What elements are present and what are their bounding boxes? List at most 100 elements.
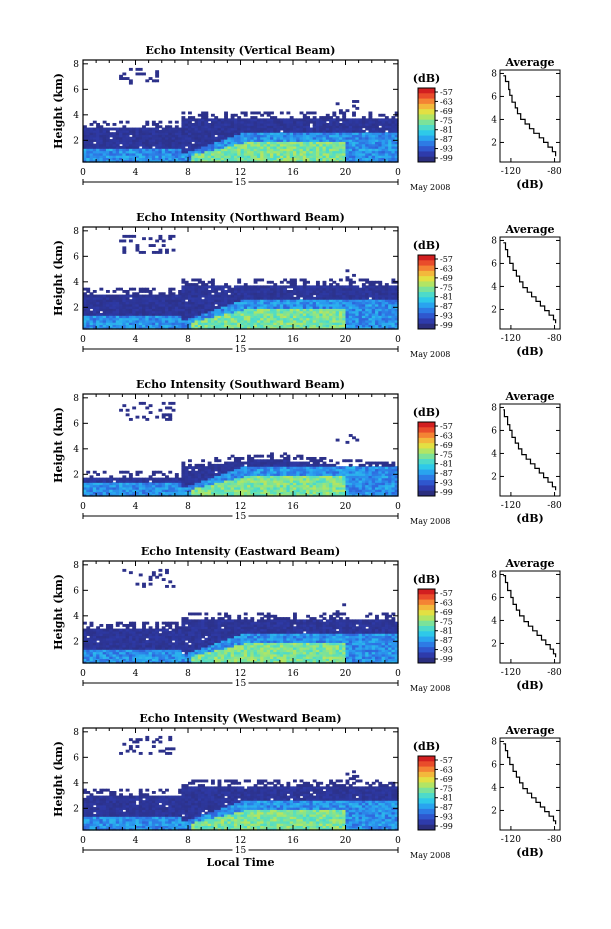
echo-cell <box>296 150 301 154</box>
echo-cell <box>299 136 304 140</box>
echo-cell <box>276 152 281 156</box>
echo-cell <box>263 139 268 142</box>
echo-cell <box>253 129 258 133</box>
echo-cell <box>233 475 238 479</box>
echo-cell <box>89 134 94 138</box>
echo-cell <box>243 491 248 495</box>
echo-cell <box>315 296 320 300</box>
echo-cell <box>210 306 215 309</box>
echo-cell <box>201 459 206 463</box>
echo-cell <box>201 134 206 138</box>
echo-cell <box>92 482 97 486</box>
echo-cell <box>145 143 150 147</box>
echo-cell <box>325 113 330 117</box>
echo-cell <box>302 301 307 305</box>
echo-cell <box>260 461 265 465</box>
echo-cell <box>227 294 232 298</box>
echo-cell <box>210 278 215 282</box>
echo-cell <box>86 141 91 145</box>
echo-cell <box>201 287 206 291</box>
echo-cell <box>394 296 399 300</box>
echo-cell <box>83 294 87 298</box>
echo-cell <box>230 129 235 133</box>
echo-cell <box>332 294 337 298</box>
echo-cell <box>371 134 376 138</box>
echo-cell <box>273 468 278 472</box>
echo-cell <box>207 470 212 474</box>
echo-cell <box>299 477 304 481</box>
echo-cell <box>83 324 87 328</box>
echo-cell <box>332 493 337 497</box>
echo-cell <box>155 306 160 309</box>
echo-cell <box>273 324 278 328</box>
echo-cell <box>335 475 340 479</box>
echo-cell <box>237 306 242 309</box>
echo-cell <box>165 489 169 493</box>
echo-cell <box>197 303 202 307</box>
echo-cell <box>142 301 146 305</box>
echo-cell <box>260 299 265 303</box>
echo-cell <box>253 134 258 138</box>
echo-cell <box>125 303 130 307</box>
echo-cell <box>96 493 101 497</box>
echo-cell <box>99 484 104 488</box>
echo-cell <box>286 493 291 497</box>
echo-cell <box>381 289 386 293</box>
echo-cell <box>171 129 176 133</box>
echo-cell <box>365 319 370 323</box>
echo-cell <box>194 150 199 154</box>
echo-cell <box>83 315 87 319</box>
echo-cell <box>194 312 199 316</box>
echo-cell <box>197 157 202 161</box>
echo-cell <box>286 129 291 133</box>
echo-cell <box>306 145 311 149</box>
echo-cell <box>145 79 150 83</box>
echo-cell <box>358 125 363 129</box>
echo-cell <box>207 134 212 138</box>
echo-cell <box>181 463 186 467</box>
echo-cell <box>276 473 281 476</box>
echo-cell <box>375 322 379 326</box>
echo-cell <box>289 317 294 321</box>
echo-cell <box>227 296 232 300</box>
echo-cell <box>319 303 324 307</box>
echo-cell <box>329 157 333 161</box>
echo-cell <box>122 306 127 309</box>
month-label: May 2008 <box>410 350 450 359</box>
echo-cell <box>217 299 222 303</box>
echo-cell <box>227 475 232 479</box>
echo-cell <box>365 299 370 303</box>
echo-cell <box>207 306 212 309</box>
echo-cell <box>204 127 209 131</box>
echo-cell <box>181 116 186 119</box>
echo-cell <box>207 322 212 326</box>
echo-cell <box>214 489 219 493</box>
echo-cell <box>253 484 258 488</box>
echo-cell <box>335 287 340 291</box>
echo-cell <box>230 322 235 326</box>
echo-cell <box>158 155 163 159</box>
echo-cell <box>174 157 179 161</box>
echo-cell <box>181 312 186 316</box>
echo-cell <box>165 125 169 129</box>
echo-cell <box>293 317 297 321</box>
echo-cell <box>338 310 343 314</box>
echo-cell <box>188 479 192 483</box>
echo-cell <box>381 322 386 326</box>
echo-cell <box>289 136 294 140</box>
echo-cell <box>270 324 274 328</box>
echo-cell <box>115 134 120 138</box>
echo-cell <box>148 292 153 296</box>
echo-cell <box>306 136 311 140</box>
echo-cell <box>217 122 222 126</box>
echo-cell <box>128 484 133 488</box>
echo-cell <box>151 484 156 488</box>
echo-cell <box>293 283 297 286</box>
echo-cell <box>335 289 340 293</box>
echo-cell <box>338 299 343 303</box>
echo-cell <box>293 139 297 142</box>
echo-cell <box>315 132 320 136</box>
echo-cell <box>253 111 258 115</box>
echo-cell <box>178 132 183 136</box>
echo-cell <box>302 155 307 159</box>
